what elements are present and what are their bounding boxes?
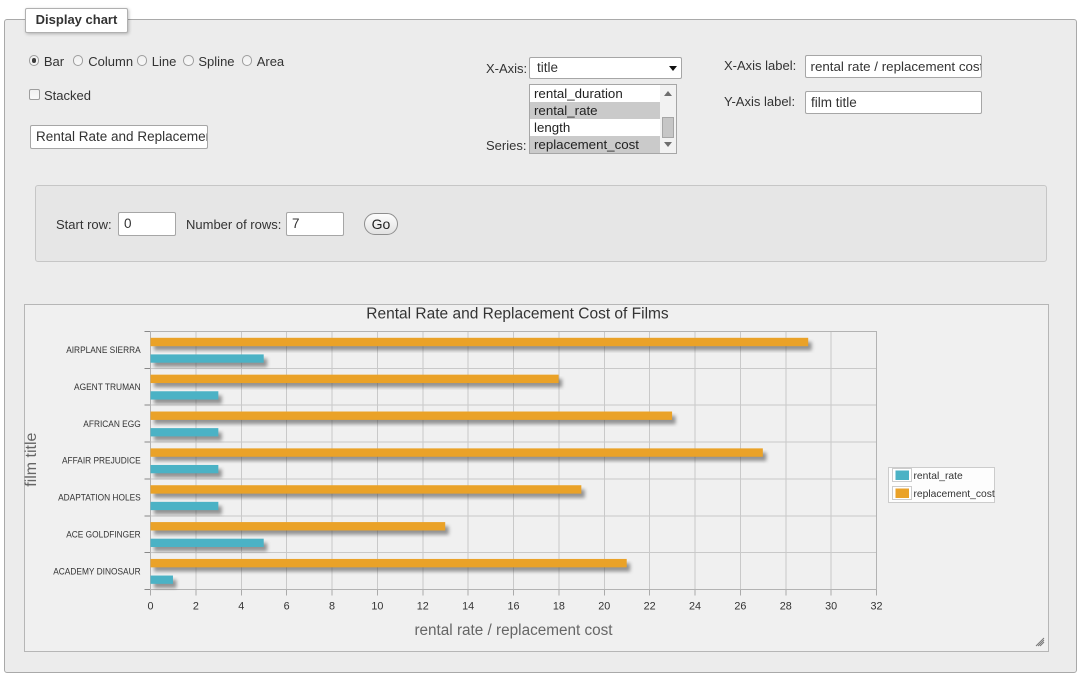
svg-text:6: 6 bbox=[284, 601, 290, 613]
svg-text:24: 24 bbox=[689, 601, 701, 613]
svg-text:AFFAIR PREJUDICE: AFFAIR PREJUDICE bbox=[62, 456, 141, 466]
svg-text:32: 32 bbox=[870, 601, 882, 613]
svg-text:12: 12 bbox=[417, 601, 429, 613]
svg-text:14: 14 bbox=[462, 601, 474, 613]
svg-text:28: 28 bbox=[780, 601, 792, 613]
svg-text:22: 22 bbox=[644, 601, 656, 613]
svg-text:AFRICAN EGG: AFRICAN EGG bbox=[83, 419, 140, 429]
svg-text:2: 2 bbox=[193, 601, 199, 613]
svg-text:AIRPLANE SIERRA: AIRPLANE SIERRA bbox=[66, 345, 141, 355]
svg-text:26: 26 bbox=[734, 601, 746, 613]
svg-text:rental_rate: rental_rate bbox=[914, 471, 964, 482]
svg-text:rental rate / replacement cost: rental rate / replacement cost bbox=[414, 622, 613, 639]
svg-text:film title: film title bbox=[24, 432, 40, 486]
svg-text:10: 10 bbox=[371, 601, 383, 613]
svg-text:AGENT TRUMAN: AGENT TRUMAN bbox=[74, 382, 141, 392]
svg-text:0: 0 bbox=[147, 601, 153, 613]
svg-text:20: 20 bbox=[598, 601, 610, 613]
svg-text:16: 16 bbox=[507, 601, 519, 613]
svg-text:ACADEMY DINOSAUR: ACADEMY DINOSAUR bbox=[53, 566, 141, 576]
svg-text:ADAPTATION HOLES: ADAPTATION HOLES bbox=[58, 493, 141, 503]
svg-text:30: 30 bbox=[825, 601, 837, 613]
svg-text:8: 8 bbox=[329, 601, 335, 613]
svg-text:4: 4 bbox=[238, 601, 244, 613]
svg-text:Rental Rate and Replacement Co: Rental Rate and Replacement Cost of Film… bbox=[366, 306, 669, 323]
svg-text:18: 18 bbox=[553, 601, 565, 613]
svg-text:replacement_cost: replacement_cost bbox=[914, 489, 995, 500]
svg-text:ACE GOLDFINGER: ACE GOLDFINGER bbox=[66, 529, 141, 539]
